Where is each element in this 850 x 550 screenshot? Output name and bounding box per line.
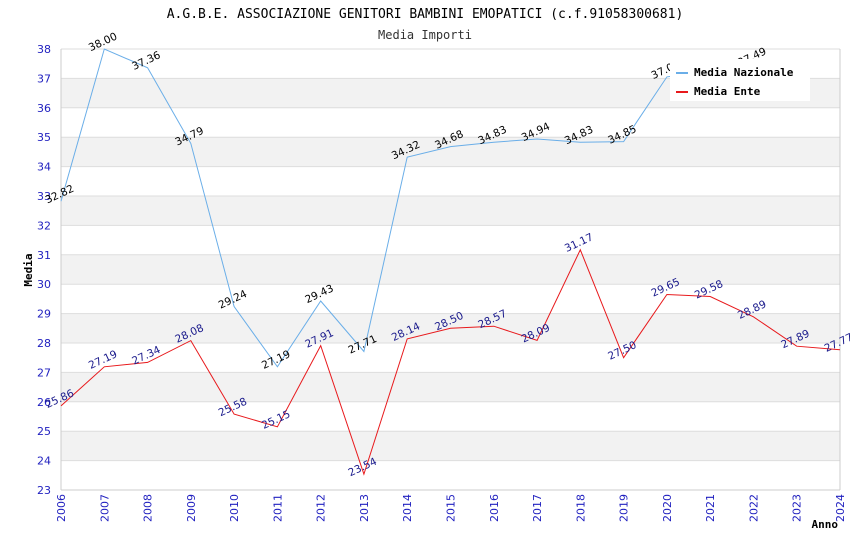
y-tick-label: 35 <box>37 131 51 144</box>
grid-band <box>61 431 840 461</box>
chart-title: A.G.B.E. ASSOCIAZIONE GENITORI BAMBINI E… <box>167 7 684 22</box>
y-tick-label: 24 <box>37 455 51 468</box>
x-tick-label: 2009 <box>185 494 198 522</box>
y-axis-label: Media <box>22 253 35 286</box>
x-tick-label: 2023 <box>791 494 804 522</box>
x-tick-label: 2008 <box>142 494 155 522</box>
y-tick-label: 30 <box>37 278 51 291</box>
x-tick-label: 2014 <box>401 494 414 522</box>
y-tick-label: 36 <box>37 102 51 115</box>
y-tick-label: 28 <box>37 337 51 350</box>
legend-label: Media Ente <box>694 85 761 98</box>
legend: Media Nazionale Media Ente <box>670 59 810 101</box>
y-tick-label: 25 <box>37 425 51 438</box>
y-tick-label: 27 <box>37 366 51 379</box>
x-axis-label: Anno <box>812 518 839 531</box>
y-tick-label: 32 <box>37 219 51 232</box>
y-tick-label: 29 <box>37 308 51 321</box>
x-tick-label: 2016 <box>488 494 501 522</box>
grid-band <box>61 372 840 402</box>
x-tick-label: 2006 <box>55 494 68 522</box>
data-label: 27.19 <box>260 348 292 372</box>
grid-band <box>61 196 840 226</box>
y-tick-label: 31 <box>37 249 51 262</box>
data-label: 27.34 <box>130 344 163 368</box>
grid-band <box>61 254 840 285</box>
x-axis-ticks: 2006 2007 2008 2009 2010 2011 2012 2013 2014 2015… <box>55 494 847 522</box>
y-axis-ticks: 23 24 25 26 27 28 29 30 31 32 33 34 35 36 37 38 <box>37 43 51 497</box>
legend-box <box>670 59 810 101</box>
x-tick-label: 2012 <box>315 494 328 522</box>
chart-subtitle: Media Importi <box>378 28 472 42</box>
x-tick-label: 2020 <box>661 494 674 522</box>
x-tick-label: 2017 <box>531 494 544 522</box>
grid-band <box>61 137 840 167</box>
x-tick-label: 2007 <box>98 494 111 522</box>
x-tick-label: 2015 <box>445 494 458 522</box>
grid-bands <box>61 78 840 461</box>
x-tick-label: 2019 <box>618 494 631 522</box>
data-label: 38.00 <box>87 30 119 54</box>
x-tick-label: 2021 <box>704 494 717 522</box>
grid-lines <box>60 48 841 491</box>
y-tick-label: 38 <box>37 43 51 56</box>
x-tick-label: 2018 <box>574 494 587 522</box>
y-tick-label: 26 <box>37 396 51 409</box>
y-tick-label: 33 <box>37 190 51 203</box>
x-tick-label: 2010 <box>228 494 241 522</box>
y-tick-label: 37 <box>37 72 51 85</box>
data-label: 29.24 <box>217 288 250 312</box>
x-tick-label: 2022 <box>747 494 760 522</box>
x-tick-label: 2013 <box>358 494 371 522</box>
series-line <box>60 48 754 368</box>
data-label: 37.36 <box>130 49 163 73</box>
x-tick-label: 2024 <box>834 494 847 522</box>
y-tick-label: 23 <box>37 484 51 497</box>
x-tick-label: 2011 <box>271 494 284 522</box>
data-label: 25.86 <box>44 387 77 411</box>
data-label: 25.15 <box>260 408 292 432</box>
series-lines <box>60 48 841 476</box>
series-line <box>60 248 841 476</box>
y-tick-label: 34 <box>37 161 51 174</box>
legend-label: Media Nazionale <box>694 66 794 79</box>
